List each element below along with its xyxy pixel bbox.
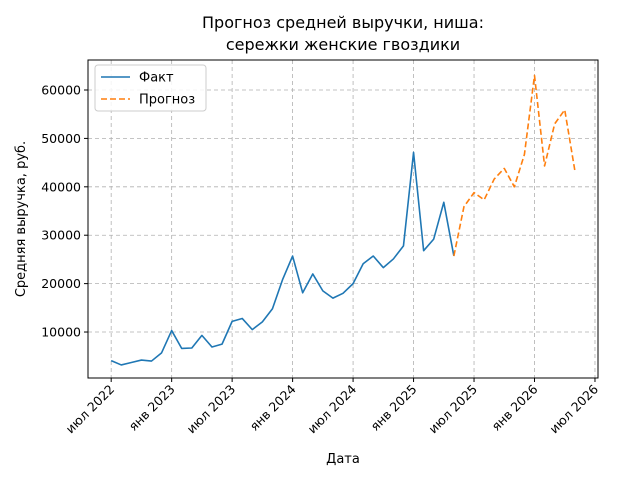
series-layer xyxy=(110,74,576,366)
x-tick-label: июл 2026 xyxy=(546,381,601,436)
chart-title-line2: сережки женские гвоздики xyxy=(226,35,460,54)
y-tick-label: 10000 xyxy=(41,325,81,340)
x-tick-label: июл 2023 xyxy=(184,382,239,437)
y-tick-label: 30000 xyxy=(41,228,81,243)
x-tick-label: янв 2026 xyxy=(488,381,540,433)
legend-label: Прогноз xyxy=(139,93,195,108)
y-tick-label: 20000 xyxy=(41,276,81,291)
x-tick-label: янв 2024 xyxy=(246,381,298,433)
x-axis-label: Дата xyxy=(326,452,360,467)
y-axis-label: Средняя выручка, руб. xyxy=(14,141,29,297)
series-line-actual xyxy=(110,151,455,366)
legend-label: Факт xyxy=(139,71,174,86)
x-tick-label: янв 2025 xyxy=(367,382,419,434)
ticks: июл 2022 янв 2023 июл 2023 янв 2024 июл 2024… xyxy=(41,83,601,437)
x-tick-label: июл 2022 xyxy=(63,382,118,437)
series-line-forecast xyxy=(453,74,576,257)
x-tick-label: янв 2023 xyxy=(126,382,178,434)
y-tick-label: 40000 xyxy=(41,179,81,194)
x-tick-label: июл 2024 xyxy=(304,381,359,436)
plot-frame xyxy=(87,59,599,379)
y-tick-label: 50000 xyxy=(41,131,81,146)
x-tick-label: июл 2025 xyxy=(425,382,480,437)
legend: Факт Прогноз xyxy=(94,64,207,112)
y-tick-label: 60000 xyxy=(41,83,81,98)
chart-title-line1: Прогноз средней выручки, ниша: xyxy=(202,13,484,32)
